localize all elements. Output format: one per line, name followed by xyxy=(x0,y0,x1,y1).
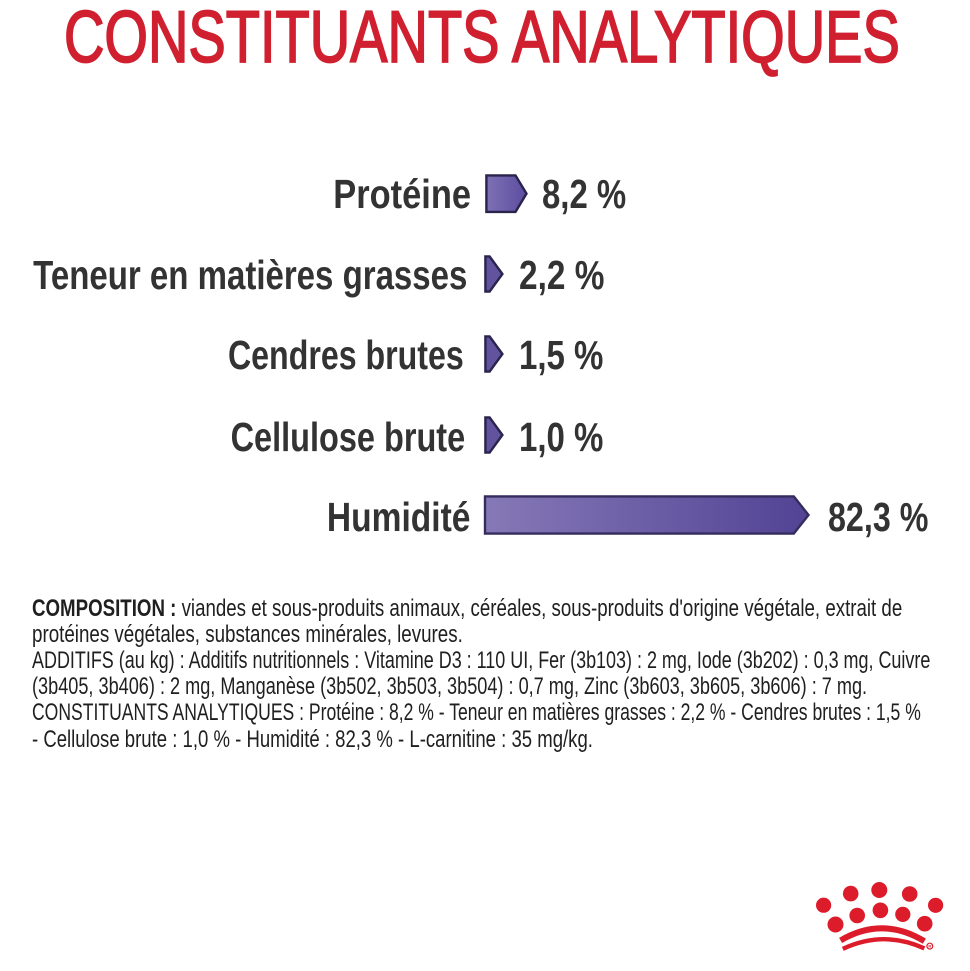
svg-text:R: R xyxy=(928,945,931,949)
